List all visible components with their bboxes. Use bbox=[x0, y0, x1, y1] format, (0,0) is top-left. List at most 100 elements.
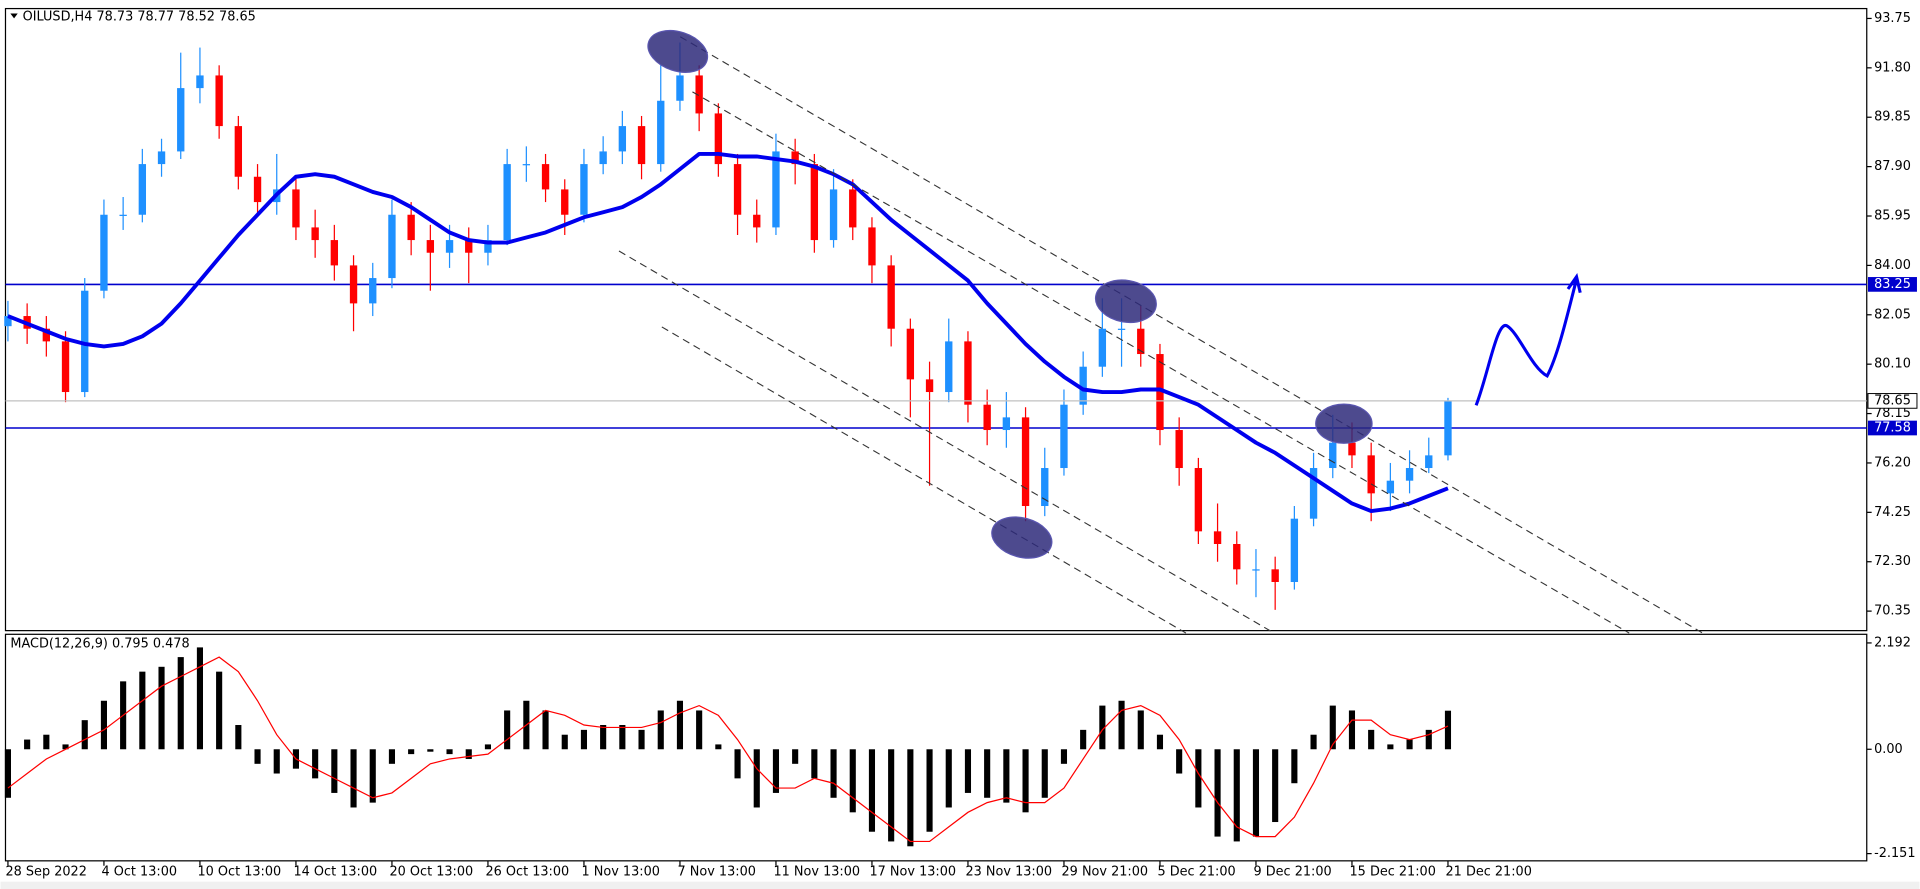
candle-body bbox=[1021, 417, 1030, 507]
macd-bar bbox=[734, 749, 741, 779]
macd-bar bbox=[1272, 749, 1279, 823]
y-tick-label: 89.85 bbox=[1874, 110, 1911, 125]
y-tick-label: 87.90 bbox=[1874, 159, 1911, 174]
candle-body bbox=[81, 290, 89, 393]
highlight-ellipse bbox=[1094, 279, 1157, 324]
candle-body bbox=[1117, 328, 1126, 330]
macd-bar bbox=[945, 749, 952, 808]
macd-bar bbox=[1252, 749, 1260, 837]
candle-body bbox=[1252, 569, 1260, 571]
candle-body bbox=[4, 316, 12, 327]
macd-bar bbox=[619, 725, 626, 750]
candle-body bbox=[945, 341, 953, 393]
macd-bar bbox=[811, 749, 818, 779]
x-tick-label: 4 Oct 13:00 bbox=[101, 864, 177, 879]
macd-bar bbox=[984, 749, 991, 798]
candle-body bbox=[503, 164, 511, 241]
candle-body bbox=[1329, 442, 1337, 469]
level-label-box bbox=[1867, 277, 1917, 292]
y-tick-label: 74.25 bbox=[1874, 505, 1911, 520]
y-tick-label: 91.80 bbox=[1874, 60, 1911, 75]
y-tick-label: 82.05 bbox=[1874, 307, 1911, 322]
macd-bar bbox=[542, 710, 549, 750]
level-label: 77.58 bbox=[1874, 421, 1911, 436]
candle-body bbox=[1137, 328, 1145, 355]
x-tick-label: 29 Nov 21:00 bbox=[1062, 864, 1149, 879]
macd-title: MACD(12,26,9) 0.795 0.478 bbox=[10, 637, 189, 652]
candle-body bbox=[484, 240, 492, 253]
y-tick-label: 80.10 bbox=[1874, 357, 1911, 372]
macd-bar bbox=[1291, 749, 1298, 784]
macd-bar bbox=[753, 749, 760, 808]
y-tick-label: -2.151 bbox=[1874, 846, 1915, 861]
candle-body bbox=[637, 126, 646, 165]
macd-bar bbox=[868, 749, 876, 832]
macd-bar bbox=[888, 749, 895, 842]
candle-body bbox=[522, 164, 531, 166]
candle-body bbox=[887, 265, 895, 329]
macd-bar bbox=[1444, 710, 1452, 750]
macd-bar bbox=[331, 749, 338, 793]
candle-body bbox=[1386, 480, 1395, 494]
candle-body bbox=[925, 379, 934, 393]
y-tick-label: 84.00 bbox=[1874, 258, 1911, 273]
candle-body bbox=[1367, 455, 1375, 494]
candle-body bbox=[215, 75, 223, 127]
macd-bar bbox=[1233, 749, 1240, 842]
macd-bar bbox=[1214, 749, 1221, 837]
candle-body bbox=[772, 151, 780, 228]
macd-panel-frame bbox=[4, 633, 1868, 862]
candle-body bbox=[791, 151, 799, 165]
x-tick-label: 21 Dec 21:00 bbox=[1446, 864, 1532, 879]
macd-bar bbox=[580, 729, 588, 750]
x-tick-label: 14 Oct 13:00 bbox=[293, 864, 377, 879]
macd-bar bbox=[350, 749, 357, 808]
macd-bar bbox=[676, 700, 684, 750]
macd-bar bbox=[1387, 744, 1394, 750]
candle-body bbox=[1348, 442, 1356, 456]
candle-body bbox=[618, 126, 627, 152]
candle-body bbox=[541, 164, 550, 190]
macd-signal bbox=[7, 656, 1449, 843]
macd-bar bbox=[81, 720, 88, 750]
macd-bar bbox=[62, 744, 69, 750]
menu-arrow[interactable] bbox=[10, 13, 18, 19]
y-tick-label: 78.15 bbox=[1874, 406, 1911, 421]
chart-title: OILUSD,H4 78.73 78.77 78.52 78.65 bbox=[23, 10, 256, 25]
x-tick-label: 1 Nov 13:00 bbox=[582, 864, 660, 879]
candle-body bbox=[1405, 468, 1414, 481]
candle-body bbox=[1079, 366, 1087, 405]
candle-body bbox=[407, 214, 415, 241]
channel-line bbox=[618, 250, 1275, 634]
candle-body bbox=[714, 113, 723, 165]
macd-bar bbox=[158, 666, 165, 750]
marks: 93.75 91.80 89.85 87.90 85.95 84.00 82.05 80.10… bbox=[4, 11, 1918, 879]
y-tick-label: 70.35 bbox=[1874, 604, 1911, 619]
candle-body bbox=[695, 75, 703, 114]
candle-body bbox=[1175, 430, 1183, 469]
candle-body bbox=[561, 189, 569, 215]
macd-bar bbox=[696, 710, 703, 750]
macd-bar bbox=[1156, 734, 1164, 750]
moving-average bbox=[7, 151, 1449, 514]
macd-bar bbox=[638, 729, 645, 750]
x-tick-label: 20 Oct 13:00 bbox=[389, 864, 473, 879]
candle-body bbox=[196, 75, 204, 89]
candle-body bbox=[868, 227, 876, 266]
x-tick-label: 23 Nov 13:00 bbox=[966, 864, 1053, 879]
candle-body bbox=[906, 328, 915, 380]
macd-bar bbox=[177, 657, 184, 750]
candle-body bbox=[1290, 518, 1299, 582]
x-tick-label: 9 Dec 21:00 bbox=[1254, 864, 1332, 879]
macd-bar bbox=[312, 749, 319, 779]
macd-bar bbox=[196, 647, 204, 750]
candle-body bbox=[61, 341, 70, 393]
candle-body bbox=[138, 164, 147, 215]
candle-body bbox=[445, 240, 454, 253]
candle-body bbox=[465, 240, 473, 253]
macd-bar bbox=[408, 749, 415, 755]
candle-body bbox=[1233, 544, 1241, 570]
macd-bar bbox=[907, 749, 914, 847]
candle-body bbox=[676, 75, 684, 101]
macd-bar bbox=[1425, 729, 1432, 750]
